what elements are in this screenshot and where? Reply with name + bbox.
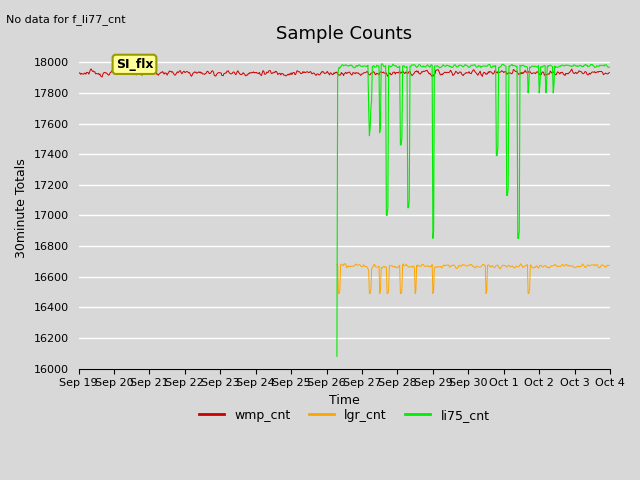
Text: No data for f_li77_cnt: No data for f_li77_cnt bbox=[6, 14, 126, 25]
Title: Sample Counts: Sample Counts bbox=[276, 24, 412, 43]
Text: SI_flx: SI_flx bbox=[116, 58, 153, 71]
Legend: wmp_cnt, lgr_cnt, li75_cnt: wmp_cnt, lgr_cnt, li75_cnt bbox=[194, 404, 495, 427]
X-axis label: Time: Time bbox=[329, 394, 360, 407]
Y-axis label: 30minute Totals: 30minute Totals bbox=[15, 158, 28, 258]
